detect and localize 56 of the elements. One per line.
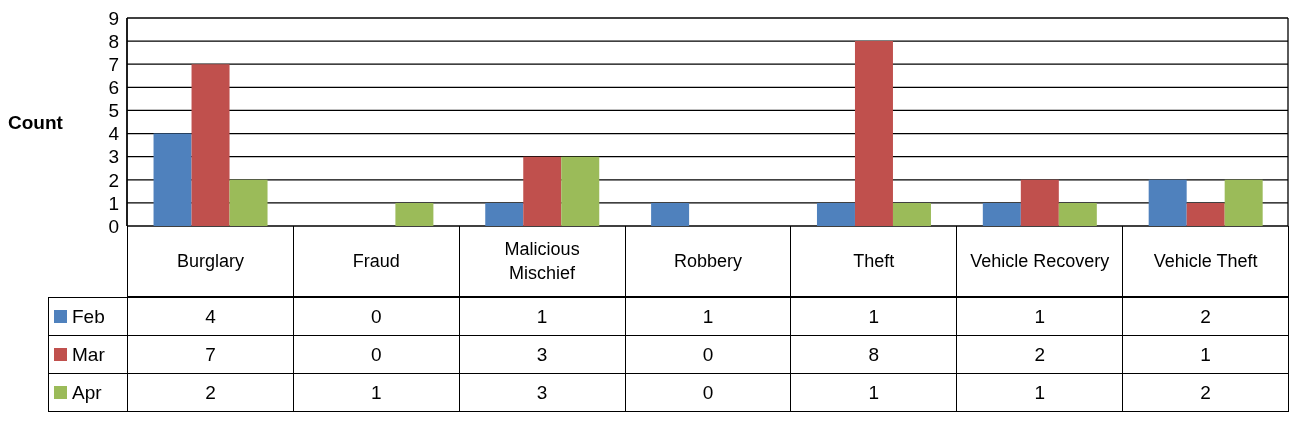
data-label: 0	[624, 335, 792, 374]
data-label: 2	[956, 335, 1124, 374]
data-label: 1	[790, 373, 958, 412]
bar	[191, 64, 230, 226]
x-tick-label: Theft	[790, 226, 958, 297]
data-label: 3	[458, 373, 626, 412]
x-tick-label: Vehicle Recovery	[956, 226, 1124, 297]
bar	[1058, 202, 1097, 226]
legend-label: Apr	[72, 380, 102, 405]
bar	[1020, 179, 1059, 226]
data-label: 0	[292, 335, 460, 374]
data-label: 3	[458, 335, 626, 374]
x-tick-label: Malicious Mischief	[458, 226, 626, 297]
bar	[523, 156, 562, 226]
y-tick-label: 5	[108, 100, 119, 122]
data-label: 2	[1122, 297, 1289, 336]
bar	[561, 156, 600, 226]
data-label: 8	[790, 335, 958, 374]
legend-label: Mar	[72, 342, 105, 367]
y-tick-label: 7	[108, 53, 119, 75]
data-label: 0	[292, 297, 460, 336]
bar	[892, 202, 931, 226]
bar	[153, 133, 192, 226]
x-tick-label: Robbery	[624, 226, 792, 297]
data-label: 1	[956, 373, 1124, 412]
y-tick-label: 4	[108, 123, 120, 145]
data-label: 1	[624, 297, 792, 336]
x-tick-label: Fraud	[292, 226, 460, 297]
bar	[229, 179, 268, 226]
y-tick-label: 6	[108, 77, 119, 99]
y-tick-label: 1	[108, 192, 119, 214]
y-tick-label: 9	[108, 7, 119, 29]
data-label: 0	[624, 373, 792, 412]
data-label: 1	[790, 297, 958, 336]
bar	[854, 41, 893, 226]
bar	[485, 202, 524, 226]
y-tick-label: 3	[108, 146, 119, 168]
bar	[395, 202, 434, 226]
bar	[1148, 179, 1187, 226]
data-label: 1	[1122, 335, 1289, 374]
bar	[651, 202, 690, 226]
y-tick-label: 2	[108, 169, 119, 191]
bar	[1224, 179, 1263, 226]
data-label: 1	[292, 373, 460, 412]
bar	[1186, 202, 1225, 226]
legend-label: Feb	[72, 304, 105, 329]
bar	[982, 202, 1021, 226]
data-label: 1	[458, 297, 626, 336]
data-label: 1	[956, 297, 1124, 336]
bar	[816, 202, 855, 226]
y-axis-title: Count	[8, 111, 64, 133]
y-tick-label: 8	[108, 30, 119, 52]
y-tick-label: 0	[108, 215, 119, 237]
data-label: 2	[1122, 373, 1289, 412]
x-tick-label: Burglary	[127, 226, 294, 297]
x-tick-label: Vehicle Theft	[1122, 226, 1289, 297]
